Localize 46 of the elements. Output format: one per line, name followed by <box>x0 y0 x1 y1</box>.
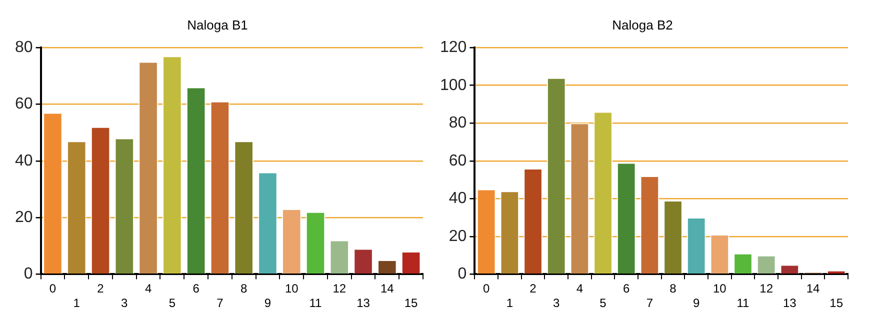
x-tick-label: 15 <box>404 296 418 310</box>
x-tick-label: 4 <box>144 282 152 296</box>
y-tick-label: 0 <box>24 266 33 283</box>
x-tick-label: 2 <box>97 282 104 296</box>
x-tick-label: 5 <box>168 296 176 310</box>
x-tick-label: 6 <box>623 282 630 296</box>
x-tick-label: 12 <box>332 282 346 296</box>
x-tick-label: 5 <box>600 296 607 310</box>
x-tick-label: 13 <box>356 296 370 310</box>
x-tick-label: 10 <box>284 282 299 296</box>
x-tick-label: 4 <box>576 282 584 296</box>
y-tick-label: 40 <box>448 190 467 208</box>
x-tick-label: 10 <box>712 282 727 296</box>
x-tick-label: 12 <box>760 282 774 296</box>
x-tick-label: 15 <box>830 296 844 310</box>
x-tick-label: 11 <box>309 296 322 310</box>
x-tick-label: 6 <box>192 282 200 296</box>
x-tick-label: 2 <box>530 282 537 296</box>
x-tick-label: 9 <box>693 296 700 310</box>
x-tick-label: 11 <box>736 296 750 310</box>
x-tick-label: 13 <box>782 296 797 310</box>
y-tick-label: 40 <box>15 152 33 170</box>
chart-title: Naloga B2 <box>612 17 673 32</box>
x-tick-label: 14 <box>806 282 820 296</box>
y-tick-label: 80 <box>15 39 33 56</box>
x-tick-label: 8 <box>240 282 248 296</box>
chart-title: Naloga B1 <box>187 17 248 32</box>
x-tick-label: 0 <box>49 282 56 296</box>
y-tick-label: 60 <box>448 152 467 170</box>
y-tick-label: 20 <box>15 208 33 226</box>
x-tick-label: 14 <box>380 282 394 296</box>
x-tick-label: 8 <box>670 282 677 296</box>
y-tick-label: 100 <box>440 76 467 94</box>
x-tick-label: 9 <box>264 296 272 310</box>
y-tick-label: 60 <box>15 96 33 113</box>
x-tick-label: 7 <box>646 296 654 310</box>
y-tick-label: 20 <box>448 228 467 245</box>
y-tick-label: 80 <box>448 114 467 132</box>
y-tick-label: 120 <box>440 39 467 56</box>
x-tick-label: 1 <box>73 296 80 310</box>
y-tick-label: 0 <box>458 266 467 283</box>
x-tick-label: 0 <box>483 282 490 296</box>
x-tick-label: 3 <box>553 296 560 310</box>
x-tick-label: 1 <box>506 296 514 310</box>
x-tick-label: 7 <box>216 296 224 310</box>
x-tick-label: 3 <box>121 296 128 310</box>
